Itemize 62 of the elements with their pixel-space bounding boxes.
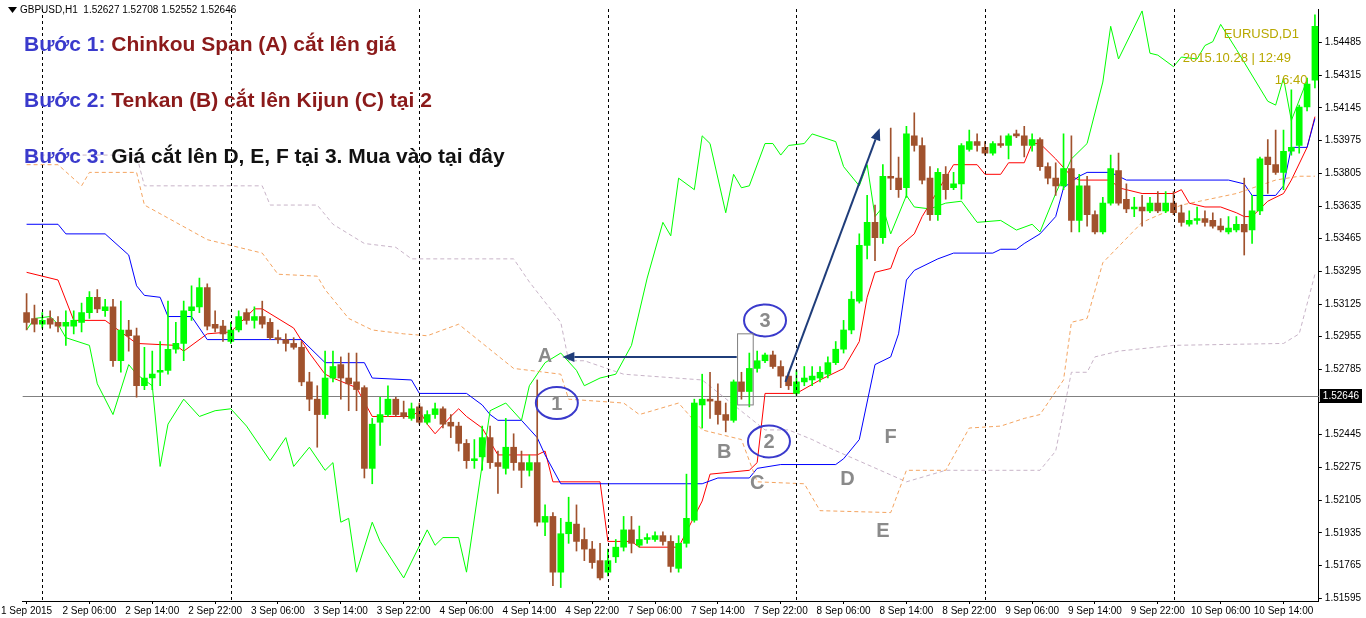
x-tick-label: 8 Sep 06:00	[816, 604, 871, 616]
annotation: 2	[762, 429, 776, 454]
x-tick-label: 3 Sep 22:00	[376, 604, 432, 616]
y-tick-label: 1.52445	[1324, 428, 1362, 440]
y-tick-label: 1.54145	[1324, 101, 1362, 113]
x-tick-label: 4 Sep 14:00	[502, 604, 557, 616]
x-tick-label: 4 Sep 22:00	[565, 604, 620, 616]
y-tick-label: 1.51595	[1324, 591, 1362, 603]
y-tick-label: 1.52785	[1324, 363, 1362, 375]
x-tick-label: 8 Sep 22:00	[942, 604, 997, 616]
x-tick-label: 1 Sep 2015	[1, 604, 53, 616]
annotation: D	[839, 466, 856, 490]
ref-line-label: 1.52646	[1322, 389, 1360, 401]
y-tick-label: 1.51935	[1324, 526, 1362, 538]
annotation: F	[883, 423, 898, 448]
chart-title: GBPUSD,H1 1.52627 1.52708 1.52552 1.52646	[20, 4, 237, 15]
y-tick-label: 1.53805	[1324, 167, 1362, 179]
x-tick-label: 7 Sep 06:00	[628, 604, 683, 616]
x-tick-label: 2 Sep 22:00	[188, 604, 243, 616]
x-tick-label: 9 Sep 14:00	[1068, 604, 1123, 616]
x-tick-label: 10 Sep 06:00	[1190, 604, 1251, 616]
annotation: A	[537, 342, 554, 367]
candlestick	[1240, 177, 1248, 256]
y-tick-label: 1.53465	[1324, 232, 1362, 244]
annotation: EURUSD,D1	[1223, 26, 1299, 41]
x-tick-label: 10 Sep 14:00	[1253, 604, 1314, 616]
y-tick-label: 1.53125	[1324, 297, 1362, 309]
candlestick	[376, 396, 384, 446]
candlestick	[1052, 162, 1060, 196]
x-tick-label: 2 Sep 14:00	[125, 604, 180, 616]
y-tick-label: 1.53975	[1324, 134, 1362, 146]
annotation: 3	[758, 308, 772, 333]
annotation: Bước 3: Giá cắt lên D, E, F tại 3. Mua vào tại đây	[24, 144, 505, 167]
y-tick-label: 1.52105	[1324, 493, 1362, 505]
x-tick-label: 4 Sep 06:00	[439, 604, 494, 616]
candlestick	[494, 450, 502, 494]
annotation: E	[875, 517, 891, 542]
x-tick-label: 3 Sep 06:00	[251, 604, 306, 616]
x-tick-label: 9 Sep 06:00	[1005, 604, 1060, 616]
candlestick	[997, 135, 1005, 148]
annotation: 16:40	[1274, 72, 1308, 87]
x-tick-label: 7 Sep 14:00	[690, 604, 746, 616]
y-tick-label: 1.51765	[1324, 559, 1362, 571]
y-tick-label: 1.52955	[1324, 330, 1362, 342]
x-tick-label: 2 Sep 06:00	[62, 604, 117, 616]
x-tick-label: 8 Sep 14:00	[879, 604, 934, 616]
annotation: C	[749, 469, 766, 494]
annotation: 1	[550, 391, 564, 416]
annotation: B	[716, 439, 733, 464]
candlestick	[541, 504, 549, 536]
x-tick-label: 7 Sep 22:00	[753, 604, 809, 616]
y-tick-label: 1.53635	[1324, 199, 1362, 211]
candlestick	[148, 350, 156, 390]
y-tick-label: 1.54315	[1324, 69, 1362, 81]
y-tick-label: 1.53295	[1324, 265, 1362, 277]
candlestick	[156, 341, 164, 387]
annotation: Bước 2: Tenkan (B) cắt lên Kijun (C) tại 2	[24, 88, 432, 111]
x-tick-label: 9 Sep 22:00	[1130, 604, 1186, 616]
y-tick-label: 1.52275	[1324, 461, 1362, 473]
y-tick-label: 1.54485	[1324, 36, 1362, 48]
annotation: Bước 1: Chinkou Span (A) cắt lên giá	[24, 32, 397, 55]
x-tick-label: 3 Sep 14:00	[313, 604, 369, 616]
